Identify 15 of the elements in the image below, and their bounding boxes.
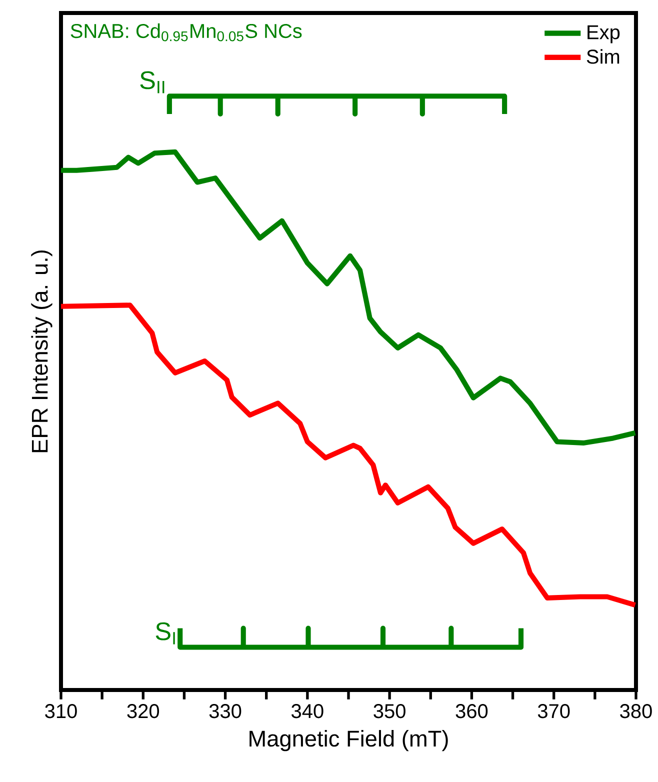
x-tick-label: 350 [374, 704, 406, 718]
x-tick-label: 330 [209, 704, 242, 718]
x-tick-label: 320 [127, 704, 160, 718]
x-tick-label: 360 [456, 704, 488, 718]
x-tick-label: 380 [620, 704, 652, 718]
legend-label: Exp [588, 25, 620, 44]
y-axis-title: EPR Intensity (a. u.) [31, 250, 52, 452]
annotation: S$_{II}$ [140, 71, 164, 94]
x-axis-title: Magnetic Field (mT) [250, 730, 448, 752]
x-tick-label: 340 [291, 704, 324, 718]
x-tick-label: 370 [538, 704, 570, 718]
x-tick-label: 310 [45, 704, 77, 718]
legend-label: Sim [586, 49, 620, 64]
annotation: S$_{I}$ [156, 622, 175, 644]
chart-title: SNAB: Cd$_{0.95}$Mn$_{0.05}$S NCs [70, 23, 302, 42]
